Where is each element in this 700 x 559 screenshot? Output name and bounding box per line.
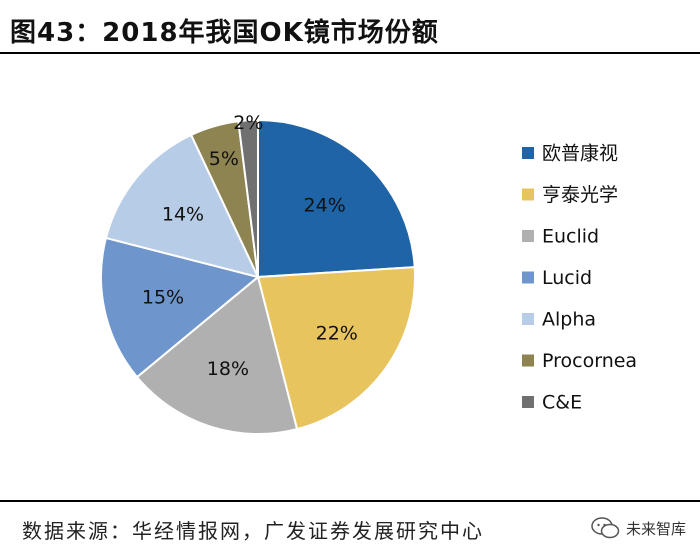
- pie-slice-2: [256, 266, 416, 431]
- legend-label: 亨泰光学: [542, 184, 618, 206]
- pie-slice-5: [104, 133, 260, 279]
- legend-swatch: [522, 396, 534, 408]
- legend-label: Lucid: [542, 267, 592, 289]
- legend-label: Procornea: [542, 350, 637, 372]
- pie-slice-3: [135, 275, 299, 435]
- legend-label: C&E: [542, 392, 582, 414]
- legend-swatch: [522, 354, 534, 367]
- slice-value-label: 15%: [142, 287, 184, 309]
- slice-value-label: 18%: [207, 358, 249, 380]
- pie-slice-1: [257, 118, 416, 279]
- legend-swatch: [522, 230, 534, 242]
- bottom-divider: [0, 500, 700, 502]
- wechat-icon: [591, 517, 620, 539]
- pie-slice-7: [237, 118, 259, 278]
- slice-value-label: 14%: [162, 203, 204, 225]
- watermark-text: 未来智库: [625, 519, 686, 538]
- legend-swatch: [522, 188, 534, 201]
- slice-value-label: 5%: [209, 148, 239, 170]
- legend-swatch: [522, 271, 534, 284]
- watermark: 未来智库: [591, 517, 686, 539]
- legend-swatch: [522, 147, 534, 159]
- slice-value-label: 24%: [304, 195, 346, 217]
- top-divider: [0, 52, 700, 54]
- chart-title: 图43：2018年我国OK镜市场份额: [10, 18, 439, 48]
- pie-slice-4: [100, 236, 261, 379]
- legend-swatch: [522, 313, 534, 325]
- legend-label: Alpha: [542, 309, 596, 331]
- slice-value-label: 22%: [316, 323, 358, 345]
- slice-value-label: 2%: [233, 112, 263, 134]
- legend-label: Euclid: [542, 226, 599, 248]
- legend-label: 欧普康视: [542, 143, 618, 165]
- source-note: 数据来源：华经情报网，广发证券发展研究中心: [22, 519, 484, 543]
